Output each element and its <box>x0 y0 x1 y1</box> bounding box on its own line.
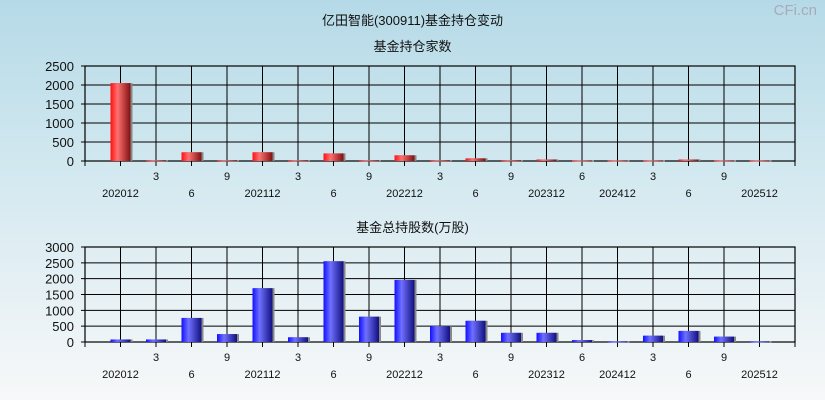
bar <box>359 160 379 162</box>
x-tick-label: 6 <box>685 369 691 381</box>
bar <box>536 332 557 342</box>
x-tick-label: 3 <box>153 171 159 183</box>
page-title: 亿田智能(300911)基金持仓变动 <box>321 13 504 28</box>
x-tick-label: 3 <box>650 352 656 364</box>
x-tick-label: 202512 <box>741 369 778 381</box>
bar <box>181 317 202 342</box>
x-tick-label: 3 <box>650 171 656 183</box>
bar <box>181 152 202 161</box>
x-tick-label: 9 <box>224 352 230 364</box>
bar <box>394 279 415 342</box>
y-tick-label: 2500 <box>45 59 74 74</box>
x-tick-label: 3 <box>153 352 159 364</box>
bar <box>252 152 273 161</box>
bar <box>572 340 592 342</box>
y-tick-label: 0 <box>67 154 74 169</box>
x-tick-label: 9 <box>721 171 727 183</box>
bar <box>714 160 734 162</box>
bar <box>749 160 770 162</box>
y-tick-label: 3000 <box>45 240 74 255</box>
x-tick-label: 9 <box>508 171 514 183</box>
x-tick-label: 202212 <box>386 369 423 381</box>
x-tick-label: 3 <box>437 171 443 183</box>
x-tick-label: 6 <box>685 188 691 200</box>
x-tick-label: 202112 <box>245 369 281 381</box>
bar <box>607 160 628 162</box>
x-tick-label: 6 <box>579 352 585 364</box>
bar <box>217 160 237 162</box>
y-tick-label: 500 <box>52 135 74 150</box>
y-tick-label: 500 <box>52 319 74 334</box>
x-tick-label: 9 <box>224 171 230 183</box>
bar <box>288 160 308 162</box>
bar <box>110 339 131 342</box>
bar <box>678 159 699 161</box>
bar <box>501 160 521 162</box>
bar <box>146 160 166 162</box>
x-tick-label: 202112 <box>245 188 281 200</box>
x-tick-label: 9 <box>366 352 372 364</box>
bar <box>430 326 450 342</box>
x-tick-label: 202012 <box>102 188 139 200</box>
bar <box>359 316 379 342</box>
x-tick-label: 3 <box>437 352 443 364</box>
bar <box>252 288 273 342</box>
y-tick-label: 1500 <box>45 288 74 303</box>
bar <box>465 320 486 342</box>
bar <box>110 83 131 161</box>
bar <box>217 334 237 342</box>
x-tick-label: 6 <box>188 369 194 381</box>
bar <box>430 160 450 162</box>
y-tick-label: 2500 <box>45 256 74 271</box>
y-tick-label: 2000 <box>45 78 74 93</box>
x-tick-label: 202412 <box>599 188 636 200</box>
x-tick-label: 6 <box>579 171 585 183</box>
x-tick-label: 9 <box>508 352 514 364</box>
bar <box>607 341 628 343</box>
bar <box>501 332 521 342</box>
bar <box>678 330 699 342</box>
chart-2-title: 基金总持股数(万股) <box>356 220 469 235</box>
x-tick-label: 202312 <box>528 188 565 200</box>
bar <box>288 337 308 342</box>
x-tick-label: 3 <box>295 171 301 183</box>
x-tick-label: 9 <box>721 352 727 364</box>
bar <box>536 159 557 161</box>
x-tick-label: 6 <box>330 188 336 200</box>
x-tick-label: 6 <box>330 369 336 381</box>
x-tick-label: 202312 <box>528 369 565 381</box>
watermark-logo: CFi.cn <box>773 2 817 19</box>
x-tick-label: 6 <box>472 369 478 381</box>
bar <box>323 153 344 161</box>
bar <box>572 160 592 162</box>
x-tick-label: 6 <box>188 188 194 200</box>
x-tick-label: 202212 <box>386 188 423 200</box>
chart-1-title: 基金持仓家数 <box>373 39 452 54</box>
bar <box>749 341 770 343</box>
x-tick-label: 9 <box>366 171 372 183</box>
y-tick-label: 0 <box>67 335 74 350</box>
bar <box>714 336 734 342</box>
x-tick-label: 3 <box>295 352 301 364</box>
bar <box>643 335 663 342</box>
bar <box>146 339 166 342</box>
bar <box>465 158 486 161</box>
x-tick-label: 202512 <box>741 188 778 200</box>
bar <box>643 160 663 162</box>
x-tick-label: 202412 <box>599 369 636 381</box>
y-tick-label: 1500 <box>45 97 74 112</box>
x-tick-label: 6 <box>472 188 478 200</box>
y-tick-label: 2000 <box>45 272 74 287</box>
y-tick-label: 1000 <box>45 116 74 131</box>
x-tick-label: 202012 <box>102 369 139 381</box>
bar <box>323 261 344 342</box>
bar <box>394 155 415 161</box>
y-tick-label: 1000 <box>45 303 74 318</box>
